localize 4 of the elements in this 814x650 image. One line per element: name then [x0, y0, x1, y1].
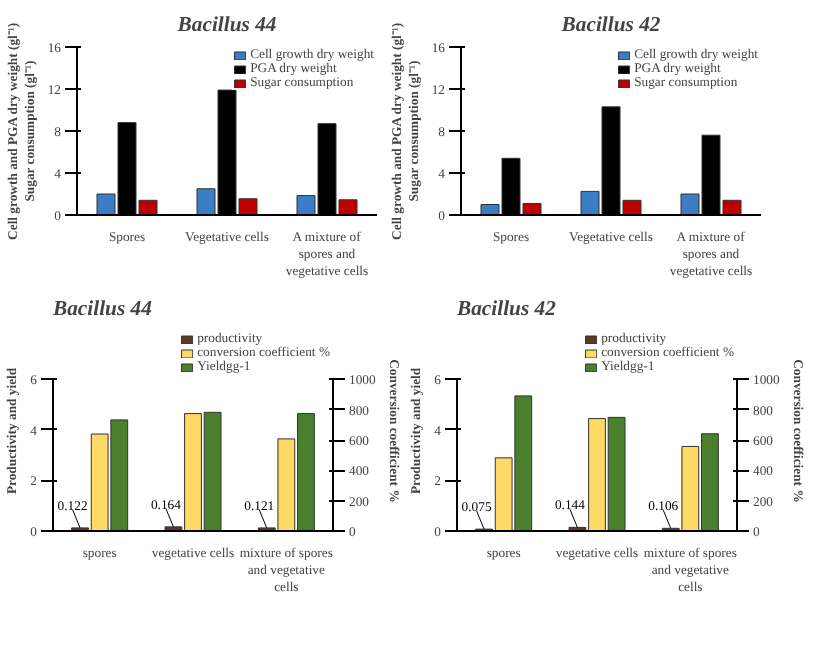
chart-title: Bacillus 44 — [175, 15, 277, 37]
chart-title: Bacillus 44 — [51, 299, 152, 321]
chart-title: Bacillus 42 — [559, 15, 662, 37]
chart-title: Bacillus 42 — [455, 299, 558, 321]
